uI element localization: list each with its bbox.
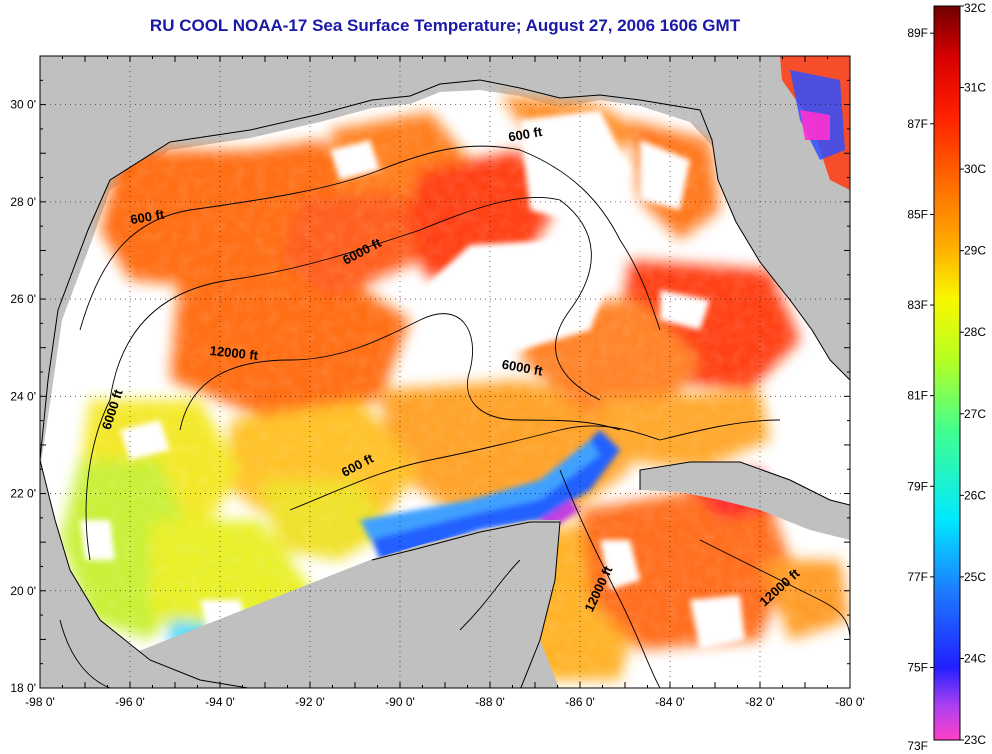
x-tick-label: -82 0' xyxy=(745,695,775,709)
colorbar-celsius-label: 23C xyxy=(964,733,986,747)
y-tick-label: 24 0' xyxy=(10,389,36,403)
x-tick-label: -80 0' xyxy=(835,695,865,709)
colorbar-fahrenheit-label: 83F xyxy=(907,298,928,312)
colorbar-celsius-label: 25C xyxy=(964,570,986,584)
x-tick-label: -86 0' xyxy=(565,695,595,709)
coastline-mexico xyxy=(40,459,252,688)
colorbar-fahrenheit-label: 73F xyxy=(907,739,928,753)
x-tick-label: -98 0' xyxy=(25,695,55,709)
colorbar-celsius-label: 31C xyxy=(964,81,986,95)
colorbar-fahrenheit-label: 85F xyxy=(907,207,928,221)
x-tick-label: -88 0' xyxy=(475,695,505,709)
colorbar-fahrenheit-label: 79F xyxy=(907,479,928,493)
bathymetry-contours xyxy=(59,145,850,688)
x-tick-label: -94 0' xyxy=(205,695,235,709)
colorbar-celsius-label: 29C xyxy=(964,244,986,258)
us-gulf-coast xyxy=(40,56,720,460)
yucatan-peninsula xyxy=(333,522,560,688)
colorbar-labels: 32C 31C 30C 29C 28C 27C 26C 25C 24C 23C 89F 87F 85F 8… xyxy=(907,1,986,753)
atlantic-magenta-patch xyxy=(800,110,830,140)
x-tick-label: -96 0' xyxy=(115,695,145,709)
colorbar-frame xyxy=(933,5,961,741)
contour-label: 12000 ft xyxy=(209,343,259,363)
map-title: RU COOL NOAA-17 Sea Surface Temperature;… xyxy=(149,16,741,35)
colorbar-celsius-label: 24C xyxy=(964,651,986,665)
colorbar-celsius-label: 28C xyxy=(964,325,986,339)
colorbar-fahrenheit-label: 81F xyxy=(907,389,928,403)
colorbar-celsius-label: 27C xyxy=(964,407,986,421)
x-tick-label: -92 0' xyxy=(295,695,325,709)
cuba-land xyxy=(640,462,850,540)
coastline-cuba xyxy=(639,461,850,506)
contour-label: 6000 ft xyxy=(501,357,545,379)
y-tick-label: 30 0' xyxy=(10,98,36,112)
colorbar-fahrenheit-label: 75F xyxy=(907,661,928,675)
y-tick-label: 20 0' xyxy=(10,584,36,598)
colorbar: 32C 31C 30C 29C 28C 27C 26C 25C 24C 23C 89F 87F 85F 8… xyxy=(907,1,986,753)
contour-label: 600 ft xyxy=(507,124,544,145)
x-tick-label: -84 0' xyxy=(655,695,685,709)
colorbar-celsius-label: 30C xyxy=(964,162,986,176)
colorbar-fahrenheit-label: 89F xyxy=(907,26,928,40)
y-tick-label: 22 0' xyxy=(10,487,36,501)
colorbar-fahrenheit-label: 77F xyxy=(907,570,928,584)
mexico-east-coast xyxy=(40,460,248,688)
colorbar-bar xyxy=(934,6,960,740)
y-tick-label: 26 0' xyxy=(10,292,36,306)
colorbar-celsius-label: 26C xyxy=(964,488,986,502)
colorbar-fahrenheit-label: 87F xyxy=(907,117,928,131)
x-tick-label: -90 0' xyxy=(385,695,415,709)
map-axes: -98 0' -96 0' -94 0' -92 0' -90 0' -88 0' -86 … xyxy=(10,55,865,709)
map-grid xyxy=(40,56,850,688)
contour-label: 600 ft xyxy=(129,206,166,227)
y-tick-label: 28 0' xyxy=(10,195,36,209)
y-tick-label: 18 0' xyxy=(10,681,36,695)
colorbar-celsius-label: 32C xyxy=(964,1,986,15)
coastline-yucatan xyxy=(371,521,561,688)
